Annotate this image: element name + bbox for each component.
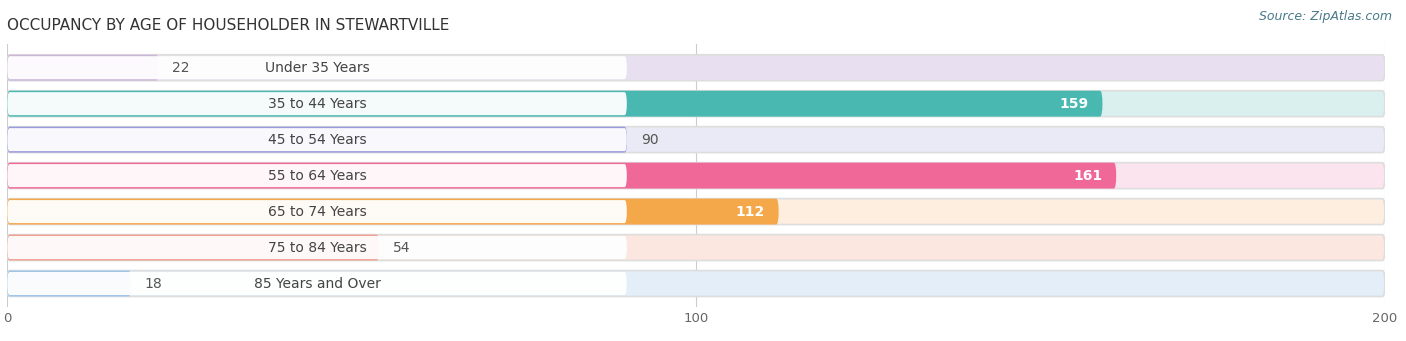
- Text: 35 to 44 Years: 35 to 44 Years: [267, 97, 367, 111]
- FancyBboxPatch shape: [7, 55, 159, 81]
- Text: Source: ZipAtlas.com: Source: ZipAtlas.com: [1258, 10, 1392, 23]
- FancyBboxPatch shape: [7, 236, 627, 259]
- FancyBboxPatch shape: [7, 55, 1385, 81]
- Text: 90: 90: [641, 133, 658, 147]
- FancyBboxPatch shape: [7, 199, 779, 224]
- FancyBboxPatch shape: [7, 270, 1385, 296]
- FancyBboxPatch shape: [7, 235, 1385, 261]
- FancyBboxPatch shape: [7, 163, 1385, 189]
- Text: 159: 159: [1060, 97, 1088, 111]
- Text: 161: 161: [1073, 168, 1102, 183]
- Text: 112: 112: [735, 205, 765, 219]
- FancyBboxPatch shape: [7, 235, 380, 261]
- FancyBboxPatch shape: [7, 270, 131, 296]
- Text: 18: 18: [145, 277, 163, 291]
- Text: 55 to 64 Years: 55 to 64 Years: [267, 168, 367, 183]
- FancyBboxPatch shape: [7, 163, 1116, 189]
- Text: 85 Years and Over: 85 Years and Over: [253, 277, 381, 291]
- FancyBboxPatch shape: [7, 56, 627, 79]
- FancyBboxPatch shape: [7, 92, 627, 115]
- FancyBboxPatch shape: [7, 164, 627, 187]
- FancyBboxPatch shape: [7, 200, 627, 223]
- FancyBboxPatch shape: [7, 91, 1102, 117]
- Text: Under 35 Years: Under 35 Years: [264, 61, 370, 75]
- FancyBboxPatch shape: [7, 272, 627, 295]
- FancyBboxPatch shape: [7, 128, 627, 151]
- FancyBboxPatch shape: [7, 127, 1385, 152]
- Text: 45 to 54 Years: 45 to 54 Years: [267, 133, 367, 147]
- FancyBboxPatch shape: [7, 199, 1385, 224]
- Text: 65 to 74 Years: 65 to 74 Years: [267, 205, 367, 219]
- Text: 54: 54: [392, 240, 411, 254]
- FancyBboxPatch shape: [7, 91, 1385, 117]
- Text: 75 to 84 Years: 75 to 84 Years: [267, 240, 367, 254]
- Text: OCCUPANCY BY AGE OF HOUSEHOLDER IN STEWARTVILLE: OCCUPANCY BY AGE OF HOUSEHOLDER IN STEWA…: [7, 18, 450, 33]
- Text: 22: 22: [173, 61, 190, 75]
- FancyBboxPatch shape: [7, 127, 627, 152]
